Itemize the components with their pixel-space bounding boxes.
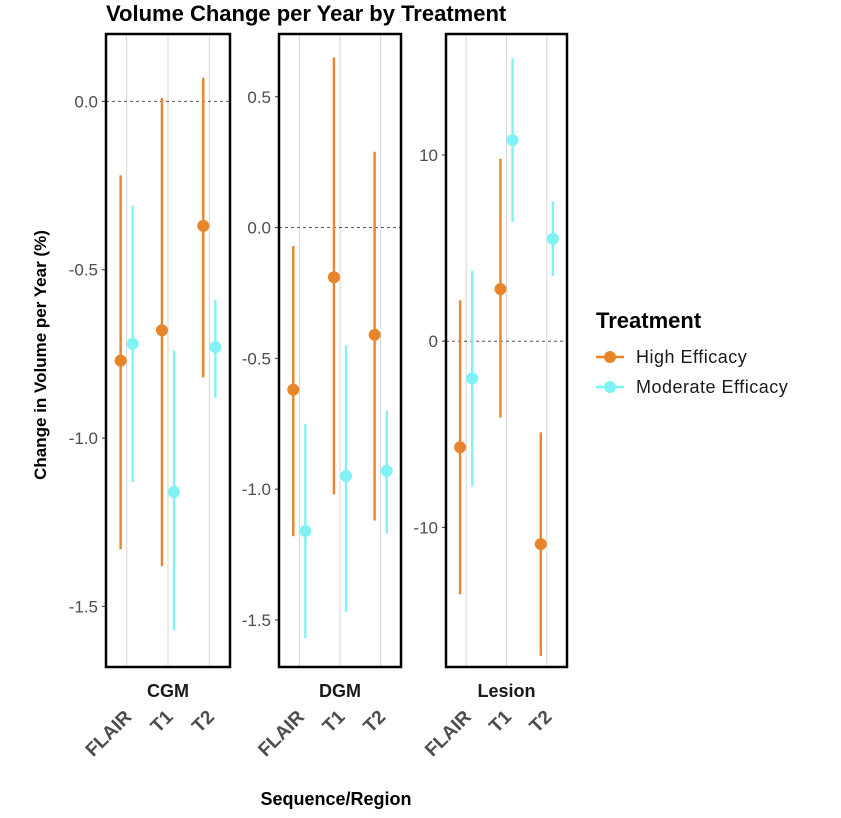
facet-label: DGM bbox=[319, 681, 361, 701]
y-tick-label: -1.0 bbox=[69, 429, 98, 448]
datum-cgm-t1-moderate bbox=[168, 350, 181, 630]
facet-label: Lesion bbox=[477, 681, 535, 701]
legend-title: Treatment bbox=[596, 308, 702, 333]
datum-dgm-t1-moderate bbox=[340, 345, 353, 613]
y-tick-label: -0.5 bbox=[69, 261, 98, 280]
x-axis-label: Sequence/Region bbox=[260, 789, 411, 809]
point-estimate bbox=[454, 441, 467, 454]
datum-lesion-t2-moderate bbox=[546, 201, 559, 277]
point-estimate bbox=[340, 470, 353, 483]
legend-key-point bbox=[604, 381, 616, 393]
y-tick-label: 0.0 bbox=[74, 92, 98, 111]
facet-panel-dgm: 0.5 0.0 -0.5 -1.0 -1.5 DGM FLAIR T1 T2 bbox=[242, 32, 403, 761]
datum-lesion-flair-high bbox=[454, 300, 467, 595]
datum-lesion-t2-high bbox=[534, 432, 547, 656]
datum-cgm-flair-high bbox=[114, 175, 127, 550]
point-estimate bbox=[197, 219, 210, 232]
point-estimate bbox=[299, 524, 312, 537]
datum-cgm-t2-moderate bbox=[209, 299, 222, 398]
point-estimate bbox=[327, 271, 340, 284]
x-tick-label: T2 bbox=[188, 707, 219, 738]
point-estimate bbox=[466, 372, 479, 385]
x-tick-label: T2 bbox=[360, 707, 391, 738]
y-axis-label: Change in Volume per Year (%) bbox=[31, 230, 50, 480]
facet-panel-cgm: 0.0 -0.5 -1.0 -1.5 CGM FLAIR T1 T2 bbox=[69, 32, 232, 761]
facet-label: CGM bbox=[147, 681, 189, 701]
point-estimate bbox=[209, 341, 222, 354]
panel-border bbox=[104, 32, 232, 669]
point-estimate bbox=[114, 354, 127, 367]
datum-dgm-t2-high bbox=[368, 151, 381, 521]
datum-dgm-t2-moderate bbox=[380, 410, 393, 534]
datum-dgm-flair-moderate bbox=[299, 423, 312, 639]
datum-lesion-flair-moderate bbox=[466, 270, 479, 487]
legend-item: Moderate Efficacy bbox=[596, 377, 788, 397]
point-estimate bbox=[168, 485, 181, 498]
datum-lesion-t1-moderate bbox=[506, 58, 519, 223]
point-estimate bbox=[126, 337, 139, 350]
point-estimate bbox=[287, 383, 300, 396]
point-estimate bbox=[155, 324, 168, 337]
point-estimate bbox=[368, 328, 381, 341]
chart-title: Volume Change per Year by Treatment bbox=[106, 1, 507, 26]
datum-dgm-flair-high bbox=[287, 245, 300, 537]
x-tick-label: FLAIR bbox=[82, 706, 137, 761]
x-tick-label: T2 bbox=[526, 707, 557, 738]
y-tick-label: -1.5 bbox=[242, 611, 271, 630]
datum-cgm-t2-high bbox=[197, 77, 210, 378]
panel-border bbox=[277, 32, 403, 669]
y-tick-label: 0.5 bbox=[247, 88, 271, 107]
panel-border bbox=[444, 32, 569, 669]
facet-panels: 0.0 -0.5 -1.0 -1.5 CGM FLAIR T1 T2 0.5 0.0 -0.5 -1.… bbox=[69, 32, 569, 761]
legend-label: High Efficacy bbox=[636, 347, 747, 367]
x-tick-label: T1 bbox=[319, 706, 350, 737]
legend-label: Moderate Efficacy bbox=[636, 377, 788, 397]
x-tick-label: FLAIR bbox=[254, 706, 309, 761]
legend-item: High Efficacy bbox=[596, 347, 747, 367]
y-tick-label: -0.5 bbox=[242, 349, 271, 368]
y-tick-label: -1.5 bbox=[69, 597, 98, 616]
y-tick-label: -1.0 bbox=[242, 480, 271, 499]
legend-key-point bbox=[604, 351, 616, 363]
legend-items: High Efficacy Moderate Efficacy bbox=[596, 347, 788, 397]
datum-lesion-t1-high bbox=[494, 158, 507, 418]
x-tick-label: T1 bbox=[147, 706, 178, 737]
y-tick-label: -10 bbox=[413, 518, 438, 537]
point-estimate bbox=[506, 134, 519, 147]
legend: Treatment High Efficacy Moderate Efficacy bbox=[596, 308, 788, 397]
datum-cgm-flair-moderate bbox=[126, 205, 139, 482]
datum-dgm-t1-high bbox=[327, 57, 340, 495]
datum-cgm-t1-high bbox=[155, 97, 168, 566]
point-estimate bbox=[494, 283, 507, 296]
y-tick-label: 0 bbox=[429, 332, 438, 351]
y-tick-label: 10 bbox=[419, 146, 438, 165]
point-estimate bbox=[534, 538, 547, 551]
point-estimate bbox=[546, 232, 559, 245]
x-tick-label: FLAIR bbox=[421, 706, 476, 761]
point-estimate bbox=[380, 464, 393, 477]
y-tick-label: 0.0 bbox=[247, 219, 271, 238]
x-tick-label: T1 bbox=[485, 706, 516, 737]
